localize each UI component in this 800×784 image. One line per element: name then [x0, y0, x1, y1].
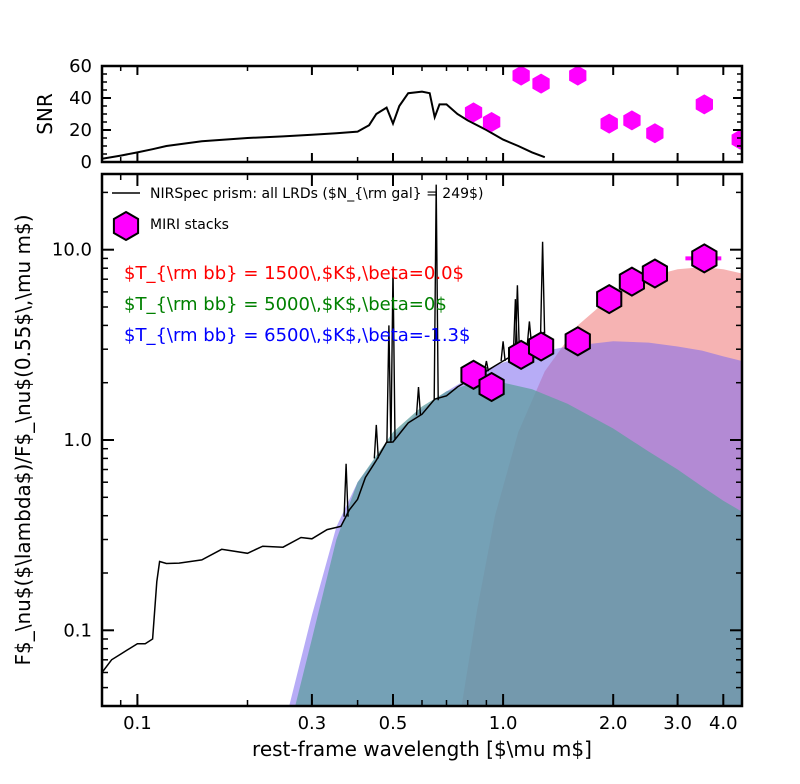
snr-ytick-label-0: 0 [81, 152, 92, 173]
area-bb-5000 [295, 382, 742, 706]
emission-line-7 [500, 341, 506, 362]
annotation-tbb-6500: $T_{\rm bb} = 6500\,$K$,\beta=-1.3$ [124, 325, 470, 346]
sed-ytick-label-1: 1.0 [63, 430, 92, 451]
sed-xtick-label-4: 2.0 [599, 713, 628, 734]
sed-plot-area [102, 184, 742, 706]
sed-xtick-labels: 0.1 0.3 0.5 1.0 2.0 3.0 4.0 [123, 713, 738, 734]
emission-line-2 [386, 325, 392, 443]
miri-point-8 [691, 243, 718, 274]
emission-line-10 [526, 321, 533, 344]
legend-entry-miri: MIRI stacks [150, 217, 229, 233]
snr-plot-area [102, 66, 742, 160]
sed-xtick-label-0: 0.1 [123, 713, 152, 734]
miri-point-5 [596, 283, 623, 315]
snr-miri-point-1 [482, 112, 501, 132]
emission-line-9 [514, 285, 521, 353]
snr-prism-line [102, 90, 546, 160]
miri-point-3 [528, 331, 555, 362]
snr-miri-point-5 [600, 113, 618, 134]
sed-ytick-label-0: 0.1 [63, 620, 92, 641]
emission-line-1 [373, 424, 379, 459]
sed-xtick-label-5: 3.0 [663, 713, 692, 734]
snr-frame [100, 64, 744, 164]
emission-line-8 [512, 299, 519, 354]
annotation-tbb-1500: $T_{\rm bb} = 1500\,$K$,\beta=0.0$ [124, 263, 464, 284]
sed-xtick-label-1: 0.3 [298, 713, 327, 734]
sed-frame [100, 172, 744, 708]
snr-miri-point-2 [512, 66, 530, 86]
sed-ylabel: F$_\nu$($\lambda$)/F$_\nu$(0.55$\,\mu m$… [11, 215, 35, 666]
legend: NIRSpec prism: all LRDs ($N_{\rm gal} = … [112, 186, 483, 242]
legend-hexagon-swatch [112, 210, 140, 242]
snr-panel: 0 20 40 60 SNR [33, 56, 744, 173]
prism-spectrum-line [102, 331, 546, 673]
snr-miri-point-6 [623, 110, 641, 131]
snr-ytick-label-3: 60 [69, 56, 92, 77]
sed-xtick-label-6: 4.0 [709, 713, 738, 734]
snr-ytick-label-2: 40 [69, 88, 92, 109]
emission-line-0 [343, 463, 349, 517]
sed-ytick-label-2: 10.0 [52, 240, 92, 261]
sed-xtick-label-3: 1.0 [489, 713, 518, 734]
sed-xlabel: rest-frame wavelength [$\mu m$] [252, 737, 592, 761]
legend-entry-prism: NIRSpec prism: all LRDs ($N_{\rm gal} = … [150, 186, 483, 202]
sed-xtick-label-2: 0.5 [379, 713, 408, 734]
emission-line-4 [415, 386, 422, 416]
snr-miri-point-0 [464, 102, 483, 123]
miri-point-7 [641, 258, 668, 289]
snr-ylabel-text: SNR [33, 93, 57, 135]
snr-miri-point-4 [569, 66, 587, 86]
emission-line-3 [390, 268, 396, 441]
sed-panel: 0.1 0.3 0.5 1.0 2.0 3.0 4.0 0.1 1.0 10.0 NIRSpec… [11, 172, 744, 761]
emission-line-5 [433, 184, 439, 401]
snr-ytick-label-1: 20 [69, 120, 92, 141]
annotation-tbb-5000: $T_{\rm bb} = 5000\,$K$,\beta=0$ [124, 294, 447, 315]
snr-miri-point-8 [695, 94, 713, 115]
snr-miri-point-3 [532, 73, 550, 94]
emission-line-11 [539, 241, 546, 334]
snr-miri-point-9 [731, 129, 742, 150]
snr-ticks [101, 65, 742, 163]
miri-point-1 [478, 371, 505, 403]
snr-ytick-labels: 0 20 40 60 [69, 56, 92, 173]
miri-point-6 [618, 266, 645, 297]
sed-ytick-labels: 0.1 1.0 10.0 [52, 240, 92, 642]
snr-ylabel: SNR [33, 93, 57, 135]
miri-point-4 [564, 326, 591, 357]
snr-miri-point-7 [646, 123, 664, 144]
